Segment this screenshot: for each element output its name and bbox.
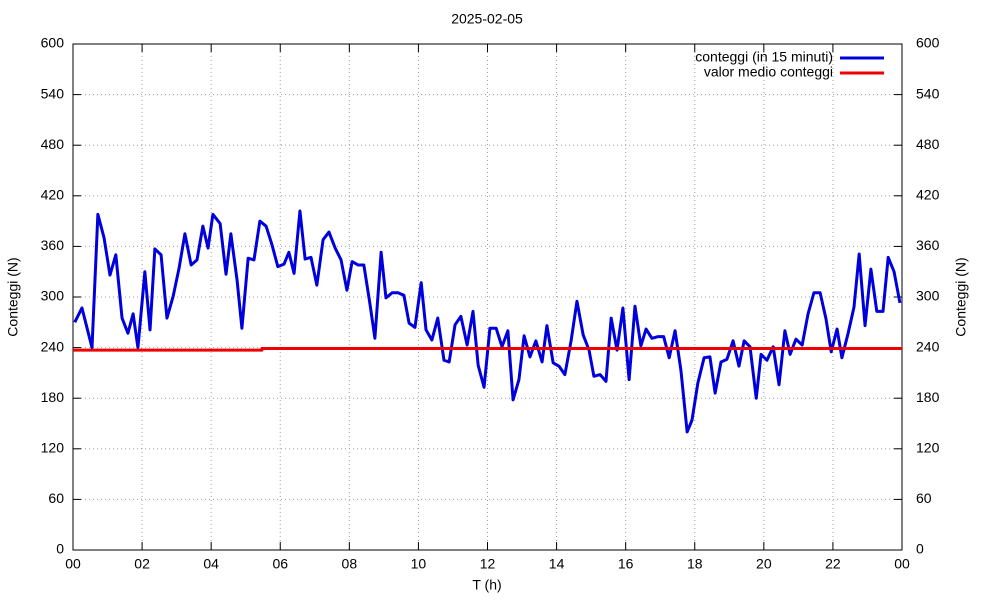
y2-tick-label: 420 [916,187,940,203]
x-tick-label: 02 [134,556,150,572]
y2-tick-label: 180 [916,389,940,405]
x-tick-label: 04 [203,556,219,572]
y-tick-label: 420 [41,187,65,203]
x-tick-label: 00 [894,556,910,572]
y-tick-label: 600 [41,35,65,51]
x-tick-label: 12 [480,556,496,572]
y2-tick-label: 540 [916,85,940,101]
y-tick-label: 480 [41,136,65,152]
y-tick-label: 180 [41,389,65,405]
x-tick-label: 08 [342,556,358,572]
x-tick-label: 06 [272,556,288,572]
y2-tick-label: 600 [916,35,940,51]
series-line [73,209,902,434]
y-tick-label: 240 [41,338,65,354]
x-tick-label: 10 [411,556,427,572]
plot-frame [72,43,903,551]
y2-tick-label: 300 [916,288,940,304]
legend-label: conteggi (in 15 minuti) [695,49,833,65]
series-line [73,346,902,352]
y2-tick-label: 0 [916,541,924,557]
x-tick-label: 18 [687,556,703,572]
y-tick-label: 300 [41,288,65,304]
x-tick-label: 00 [65,556,81,572]
y2-tick-label: 60 [916,490,932,506]
y-axis-label: Conteggi (N) [5,257,21,336]
y-tick-label: 60 [48,490,64,506]
x-tick-label: 22 [825,556,841,572]
x-tick-label: 16 [618,556,634,572]
y-tick-label: 120 [41,440,65,456]
y2-tick-label: 360 [916,237,940,253]
y2-tick-label: 120 [916,440,940,456]
y-tick-label: 540 [41,85,65,101]
legend-label: valor medio conteggi [704,64,833,80]
chart-title: 2025-02-05 [451,11,523,27]
x-tick-label: 20 [756,556,772,572]
y2-axis-label: Conteggi (N) [953,257,969,336]
y-tick-label: 0 [56,541,64,557]
y2-tick-label: 240 [916,338,940,354]
x-axis-label: T (h) [472,577,501,593]
y2-tick-label: 480 [916,136,940,152]
x-tick-label: 14 [549,556,565,572]
y-tick-label: 360 [41,237,65,253]
